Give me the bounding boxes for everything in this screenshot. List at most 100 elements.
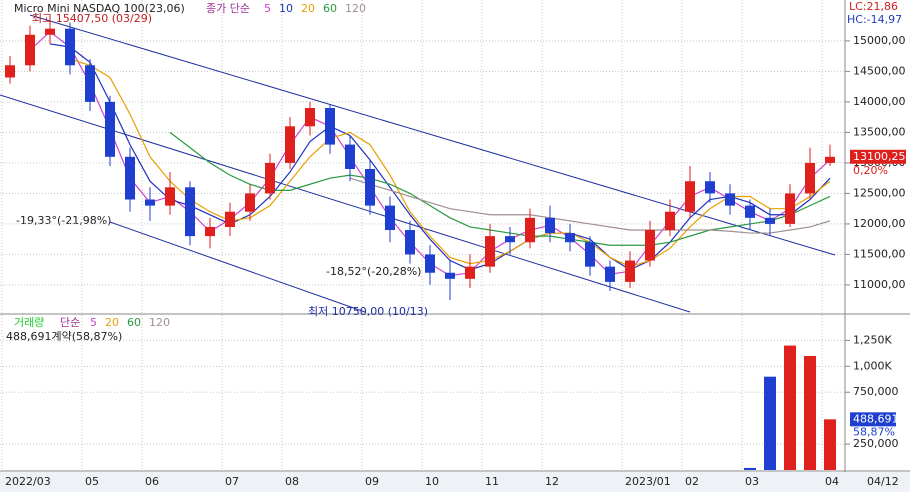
candle-body — [245, 193, 255, 212]
legend-entry: 5 — [90, 316, 97, 329]
candle-body — [665, 211, 675, 231]
candle-body — [5, 65, 15, 78]
candle-body — [325, 107, 335, 145]
volume-info: 488,691계약(58,87%) — [6, 329, 122, 343]
candle-body — [85, 65, 95, 102]
candle-body — [785, 193, 795, 224]
x-tick-label: 08 — [285, 475, 299, 488]
y-tick-label: 14500,00 — [853, 64, 906, 77]
legend-entry: 20 — [105, 316, 119, 329]
trendline — [29, 14, 836, 256]
candle-body — [545, 217, 555, 234]
candle-body — [425, 254, 435, 273]
candle-body — [765, 217, 775, 224]
candle-body — [45, 28, 55, 35]
y-tick-label: 12000,00 — [853, 217, 906, 230]
candle-body — [365, 169, 375, 206]
x-tick-label: 07 — [225, 475, 239, 488]
y-tick-label: 14000,00 — [853, 95, 906, 108]
candle-body — [345, 144, 355, 170]
y-tick-label: 11500,00 — [853, 247, 906, 260]
change-label: 0,20% — [853, 164, 888, 177]
legend-entry: 120 — [149, 316, 170, 329]
candle-body — [225, 211, 235, 227]
ma-line — [349, 177, 831, 234]
legend-entry: 20 — [301, 2, 315, 15]
ma-line — [49, 43, 831, 271]
y-tick-label: 12500,00 — [853, 186, 906, 199]
trendline — [109, 221, 366, 313]
y-tick-label: 1,250K — [853, 333, 892, 346]
legend-entry: 60 — [127, 316, 141, 329]
y-tick-label: 750,000 — [853, 385, 899, 398]
y-tick-label: 15000,00 — [853, 34, 906, 47]
candle-body — [465, 266, 475, 279]
candle-body — [205, 226, 215, 237]
candle-body — [565, 233, 575, 243]
volume-bar — [764, 376, 776, 470]
candle-body — [405, 230, 415, 255]
x-tick-label: 12 — [545, 475, 559, 488]
last-price-label: 13100,25 — [853, 150, 906, 163]
min-label: 최저 10750,00 (10/13) — [308, 305, 428, 318]
x-tick-label: 2022/03 — [5, 475, 51, 488]
volume-bar — [804, 355, 816, 470]
x-tick-label: 04 — [825, 475, 839, 488]
legend-prefix: 단순 — [60, 316, 80, 329]
candle-body — [285, 126, 295, 163]
y-tick-label: 250,000 — [853, 437, 899, 450]
legend-entry: 60 — [323, 2, 337, 15]
candle-body — [585, 242, 595, 267]
volume-bar — [824, 419, 836, 470]
candle-body — [105, 101, 115, 157]
candle-body — [485, 236, 495, 267]
last-price-box — [850, 149, 906, 164]
candle-body — [185, 187, 195, 237]
candle-body — [725, 193, 735, 206]
volume-title: 거래량 — [14, 316, 44, 329]
chart-title: Micro Mini NASDAQ 100(23,06) — [14, 2, 185, 15]
x-tick-label: 05 — [85, 475, 99, 488]
candle-body — [125, 156, 135, 200]
legend-entry: 10 — [279, 2, 293, 15]
candle-body — [825, 156, 835, 163]
legend-entry: 120 — [345, 2, 366, 15]
x-tick-label: 10 — [425, 475, 439, 488]
candle-body — [305, 107, 315, 127]
candle-body — [25, 34, 35, 66]
candle-body — [745, 205, 755, 218]
candle-body — [705, 181, 715, 194]
volume-bar — [744, 467, 756, 470]
candle-body — [625, 260, 635, 282]
date-axis-band — [0, 472, 910, 492]
candle-body — [65, 28, 75, 66]
ma-line — [169, 131, 831, 246]
y-tick-label: 11000,00 — [853, 278, 906, 291]
candle-body — [385, 205, 395, 231]
y-tick-label: 13500,00 — [853, 125, 906, 138]
last-volume-label: 488,691 — [853, 412, 899, 425]
x-tick-label: 02 — [685, 475, 699, 488]
angle-label: -19,33°(-21,98%) — [16, 214, 111, 227]
x-tick-label: 03 — [745, 475, 759, 488]
lc-label: LC:21,86 — [849, 0, 898, 13]
x-tick-label: 11 — [485, 475, 499, 488]
volume-bar — [784, 345, 796, 470]
candle-body — [165, 187, 175, 206]
ma-line — [69, 58, 831, 268]
last-volume-box — [850, 412, 896, 427]
angle-label: -18,52°(-20,28%) — [326, 265, 421, 278]
x-tick-label: 09 — [365, 475, 379, 488]
x-tick-label: 06 — [145, 475, 159, 488]
candle-body — [265, 162, 275, 194]
candle-body — [605, 266, 615, 282]
legend-entry: 5 — [264, 2, 271, 15]
x-tick-label: 2023/01 — [625, 475, 671, 488]
y-tick-label: 1,000K — [853, 359, 892, 372]
candle-body — [525, 217, 535, 243]
candle-body — [445, 272, 455, 279]
candle-body — [645, 230, 655, 261]
volume-ratio: 58,87% — [853, 425, 895, 438]
